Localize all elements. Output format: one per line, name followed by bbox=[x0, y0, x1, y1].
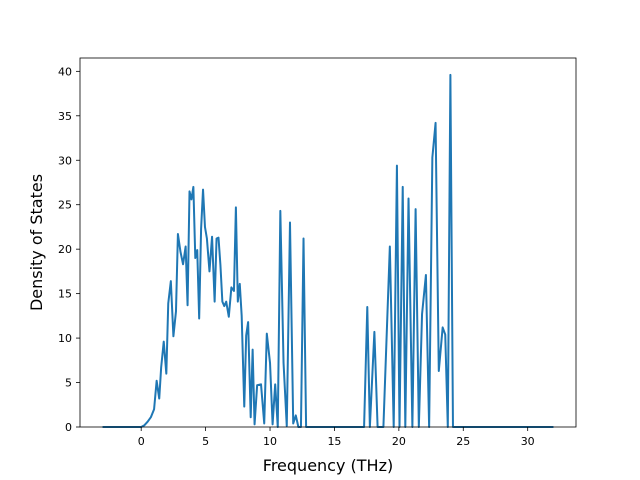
y-tick-label: 35 bbox=[58, 110, 72, 123]
plot-area bbox=[80, 58, 576, 427]
x-axis-label: Frequency (THz) bbox=[263, 456, 393, 475]
y-tick-label: 5 bbox=[65, 377, 72, 390]
plot-frame bbox=[79, 57, 577, 428]
x-axis-ticks: 0 5 10 15 20 25 30 bbox=[138, 427, 535, 448]
y-tick-label: 10 bbox=[58, 332, 72, 345]
y-tick-label: 0 bbox=[65, 421, 72, 434]
y-tick-label: 20 bbox=[58, 243, 72, 256]
x-tick-label: 15 bbox=[327, 435, 341, 448]
y-tick-label: 15 bbox=[58, 288, 72, 301]
dos-series-line bbox=[102, 73, 554, 428]
y-tick-label: 25 bbox=[58, 199, 72, 212]
y-tick-label: 40 bbox=[58, 65, 72, 78]
series-layer bbox=[102, 73, 554, 428]
x-tick-label: 20 bbox=[392, 435, 406, 448]
x-tick-label: 25 bbox=[456, 435, 470, 448]
x-tick-label: 5 bbox=[202, 435, 209, 448]
x-tick-label: 0 bbox=[138, 435, 145, 448]
y-tick-label: 30 bbox=[58, 154, 72, 167]
x-tick-label: 10 bbox=[263, 435, 277, 448]
y-axis-label: Density of States bbox=[27, 174, 46, 311]
y-axis-ticks: 0 5 10 15 20 25 30 35 40 bbox=[58, 65, 80, 434]
x-tick-label: 30 bbox=[521, 435, 535, 448]
